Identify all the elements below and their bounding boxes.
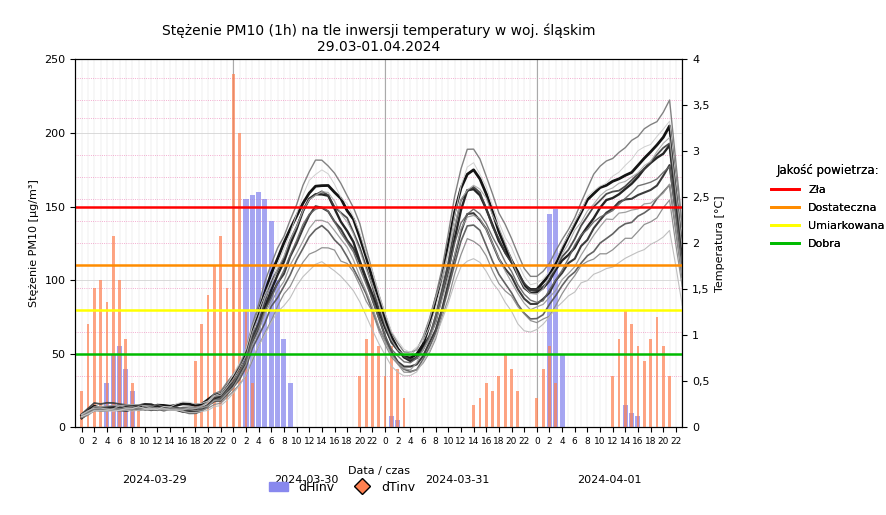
Bar <box>105 383 110 427</box>
Bar <box>547 214 552 427</box>
Bar <box>117 347 122 427</box>
Bar <box>395 420 400 427</box>
Legend: dHinv, dTinv: dHinv, dTinv <box>264 475 421 499</box>
Bar <box>123 369 128 427</box>
Bar <box>87 324 89 427</box>
Bar <box>220 236 222 427</box>
Bar <box>611 376 614 427</box>
Bar <box>402 398 406 427</box>
Bar <box>560 354 564 427</box>
Bar <box>548 347 551 427</box>
Bar <box>491 390 494 427</box>
Bar <box>472 405 475 427</box>
Bar <box>504 354 507 427</box>
Bar <box>129 390 135 427</box>
Bar <box>238 133 241 427</box>
Bar <box>498 376 501 427</box>
Bar <box>112 236 114 427</box>
Bar <box>662 347 664 427</box>
Y-axis label: Stężenie PM10 [µg/m³]: Stężenie PM10 [µg/m³] <box>29 179 39 307</box>
Bar <box>377 347 380 427</box>
Bar <box>250 195 255 427</box>
Bar <box>384 376 386 427</box>
Y-axis label: Temperatura [°C]: Temperatura [°C] <box>715 195 725 291</box>
Bar <box>232 74 235 427</box>
Bar <box>643 361 646 427</box>
Bar <box>618 339 620 427</box>
Bar <box>268 221 274 427</box>
Bar <box>137 405 140 427</box>
Bar <box>125 339 128 427</box>
Text: 2024-04-01: 2024-04-01 <box>578 475 641 485</box>
Bar <box>206 295 209 427</box>
Bar <box>629 413 634 427</box>
Bar <box>118 280 121 427</box>
Text: 2024-03-31: 2024-03-31 <box>425 475 490 485</box>
Bar <box>396 369 399 427</box>
Bar <box>251 383 253 427</box>
Bar <box>555 383 557 427</box>
Bar <box>510 369 513 427</box>
Text: 2024-03-30: 2024-03-30 <box>274 475 338 485</box>
Bar <box>226 287 229 427</box>
Bar <box>371 310 374 427</box>
Bar <box>275 280 280 427</box>
Bar <box>389 416 394 427</box>
Bar <box>359 376 361 427</box>
Bar <box>99 280 102 427</box>
Bar <box>668 376 671 427</box>
Bar <box>213 265 216 427</box>
Bar <box>288 383 292 427</box>
Bar <box>478 398 481 427</box>
Bar <box>131 383 134 427</box>
Bar <box>656 317 658 427</box>
Bar <box>194 361 197 427</box>
Bar <box>390 347 392 427</box>
Bar <box>105 302 108 427</box>
Bar <box>553 210 558 427</box>
Bar <box>81 390 83 427</box>
Bar <box>244 199 249 427</box>
Bar <box>635 416 641 427</box>
Bar <box>636 347 640 427</box>
Bar <box>245 310 247 427</box>
Bar <box>624 310 626 427</box>
Bar <box>541 369 545 427</box>
Bar <box>282 339 286 427</box>
Title: Stężenie PM10 (1h) na tle inwersji temperatury w woj. śląskim
29.03-01.04.2024: Stężenie PM10 (1h) na tle inwersji tempe… <box>162 23 595 54</box>
X-axis label: Data / czas: Data / czas <box>348 466 409 476</box>
Bar <box>535 398 538 427</box>
Bar <box>485 383 487 427</box>
Bar <box>262 199 268 427</box>
Bar <box>630 324 633 427</box>
Bar <box>200 324 203 427</box>
Bar <box>365 339 368 427</box>
Text: 2024-03-29: 2024-03-29 <box>122 475 187 485</box>
Bar <box>623 405 628 427</box>
Bar <box>256 192 261 427</box>
Bar <box>111 354 116 427</box>
Bar <box>517 390 519 427</box>
Bar <box>649 339 652 427</box>
Legend: Zła, Dostateczna, Umiarkowana, Dobra: Zła, Dostateczna, Umiarkowana, Dobra <box>767 160 886 253</box>
Bar <box>93 287 96 427</box>
